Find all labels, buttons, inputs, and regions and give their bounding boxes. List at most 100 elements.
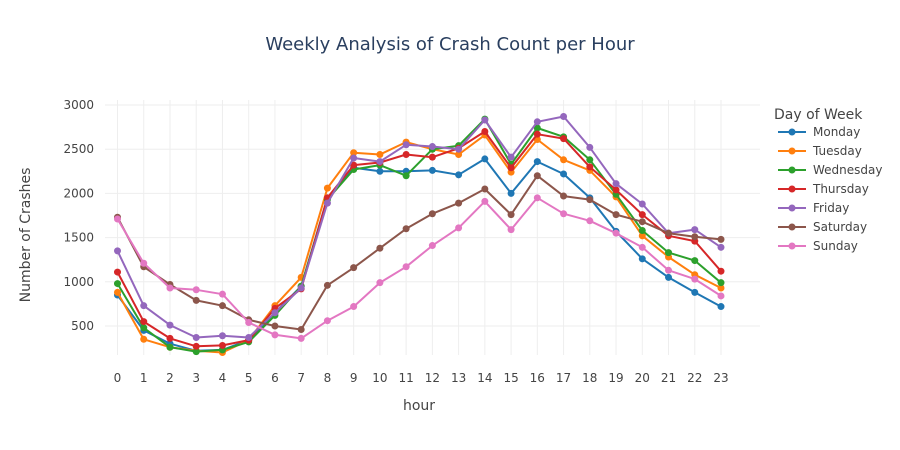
data-point-saturday[interactable] [560, 192, 568, 200]
data-point-thursday[interactable] [350, 161, 358, 169]
legend-item-sunday[interactable]: Sunday [778, 239, 858, 253]
data-point-wednesday[interactable] [665, 249, 673, 257]
data-point-sunday[interactable] [586, 217, 594, 225]
data-point-monday[interactable] [428, 166, 436, 174]
legend-item-monday[interactable]: Monday [778, 125, 860, 139]
data-point-sunday[interactable] [691, 275, 699, 283]
data-point-wednesday[interactable] [533, 124, 541, 132]
data-point-wednesday[interactable] [114, 280, 121, 288]
data-point-thursday[interactable] [717, 267, 725, 275]
data-point-friday[interactable] [638, 200, 646, 208]
data-point-saturday[interactable] [218, 302, 226, 310]
data-point-tuesday[interactable] [323, 184, 331, 192]
data-point-monday[interactable] [507, 189, 515, 197]
data-point-monday[interactable] [665, 273, 673, 281]
data-point-saturday[interactable] [612, 211, 620, 219]
legend-item-friday[interactable]: Friday [778, 201, 849, 215]
data-point-friday[interactable] [507, 153, 515, 161]
data-point-sunday[interactable] [455, 224, 463, 232]
data-point-monday[interactable] [717, 303, 725, 311]
data-point-saturday[interactable] [402, 225, 410, 233]
data-point-saturday[interactable] [350, 264, 358, 272]
data-point-sunday[interactable] [245, 318, 253, 326]
data-point-friday[interactable] [114, 247, 121, 255]
legend-item-thursday[interactable]: Thursday [778, 182, 869, 196]
data-point-friday[interactable] [323, 199, 331, 207]
data-point-thursday[interactable] [533, 130, 541, 138]
data-point-tuesday[interactable] [376, 151, 384, 159]
data-point-monday[interactable] [455, 171, 463, 179]
legend-item-saturday[interactable]: Saturday [778, 220, 867, 234]
data-point-saturday[interactable] [455, 199, 463, 207]
data-point-friday[interactable] [560, 112, 568, 120]
data-point-friday[interactable] [533, 118, 541, 126]
data-point-sunday[interactable] [192, 286, 200, 294]
data-point-sunday[interactable] [717, 292, 725, 300]
data-point-friday[interactable] [402, 141, 410, 149]
data-point-tuesday[interactable] [638, 232, 646, 240]
data-point-wednesday[interactable] [586, 156, 594, 164]
data-point-saturday[interactable] [586, 196, 594, 204]
data-point-sunday[interactable] [114, 215, 121, 223]
data-point-tuesday[interactable] [560, 156, 568, 164]
data-point-monday[interactable] [691, 288, 699, 296]
data-point-friday[interactable] [455, 145, 463, 153]
data-point-wednesday[interactable] [140, 324, 148, 332]
data-point-thursday[interactable] [218, 341, 226, 349]
data-point-sunday[interactable] [350, 303, 358, 311]
data-point-friday[interactable] [245, 333, 253, 341]
data-point-saturday[interactable] [533, 172, 541, 180]
data-point-monday[interactable] [481, 155, 489, 163]
data-point-sunday[interactable] [533, 194, 541, 202]
data-point-wednesday[interactable] [166, 343, 174, 351]
data-point-thursday[interactable] [192, 342, 200, 350]
data-point-sunday[interactable] [376, 279, 384, 287]
data-point-saturday[interactable] [507, 211, 515, 219]
data-point-sunday[interactable] [612, 229, 620, 237]
legend-item-wednesday[interactable]: Wednesday [778, 163, 882, 177]
data-point-friday[interactable] [140, 302, 148, 310]
data-point-wednesday[interactable] [691, 257, 699, 265]
data-point-tuesday[interactable] [114, 288, 121, 296]
data-point-sunday[interactable] [218, 290, 226, 298]
data-point-friday[interactable] [428, 143, 436, 151]
data-point-thursday[interactable] [114, 268, 121, 276]
data-point-friday[interactable] [481, 116, 489, 124]
data-point-thursday[interactable] [140, 318, 148, 326]
data-point-friday[interactable] [691, 226, 699, 234]
data-point-saturday[interactable] [428, 210, 436, 218]
data-point-friday[interactable] [218, 332, 226, 340]
data-point-thursday[interactable] [638, 211, 646, 219]
data-point-wednesday[interactable] [638, 227, 646, 235]
data-point-thursday[interactable] [612, 186, 620, 194]
data-point-sunday[interactable] [481, 197, 489, 205]
data-point-sunday[interactable] [323, 317, 331, 325]
data-point-friday[interactable] [271, 309, 279, 317]
data-point-thursday[interactable] [560, 135, 568, 143]
data-point-saturday[interactable] [376, 244, 384, 252]
data-point-saturday[interactable] [665, 229, 673, 237]
data-point-friday[interactable] [192, 333, 200, 341]
data-point-monday[interactable] [376, 167, 384, 175]
data-point-friday[interactable] [376, 158, 384, 166]
data-point-saturday[interactable] [297, 326, 305, 334]
data-point-friday[interactable] [586, 143, 594, 151]
data-point-thursday[interactable] [507, 164, 515, 172]
data-point-sunday[interactable] [665, 266, 673, 274]
data-point-monday[interactable] [638, 255, 646, 263]
data-point-friday[interactable] [166, 321, 174, 329]
data-point-tuesday[interactable] [350, 149, 358, 157]
data-point-thursday[interactable] [481, 128, 489, 136]
data-point-saturday[interactable] [271, 322, 279, 330]
data-point-tuesday[interactable] [717, 284, 725, 292]
data-point-friday[interactable] [612, 180, 620, 188]
data-point-thursday[interactable] [586, 163, 594, 171]
data-point-sunday[interactable] [297, 334, 305, 342]
data-point-saturday[interactable] [717, 235, 725, 243]
data-point-saturday[interactable] [192, 296, 200, 304]
data-point-tuesday[interactable] [140, 335, 148, 343]
data-point-sunday[interactable] [402, 263, 410, 271]
data-point-thursday[interactable] [166, 334, 174, 342]
data-point-monday[interactable] [560, 170, 568, 178]
data-point-sunday[interactable] [166, 284, 174, 292]
